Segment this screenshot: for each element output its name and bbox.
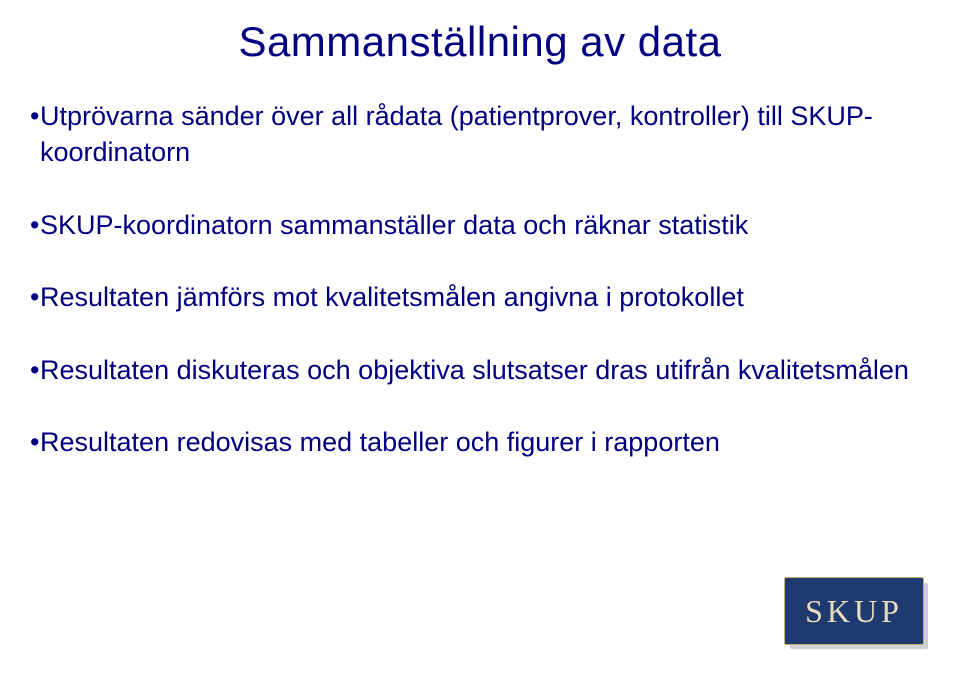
slide: Sammanställning av data Utprövarna sände…: [0, 0, 960, 677]
list-item: Resultaten redovisas med tabeller och fi…: [30, 424, 920, 460]
skup-logo: SKUP: [784, 577, 924, 647]
logo-text: SKUP: [805, 593, 903, 630]
logo-panel: SKUP: [784, 577, 924, 645]
list-item: Resultaten jämförs mot kvalitetsmålen an…: [30, 279, 920, 315]
slide-title: Sammanställning av data: [0, 18, 960, 66]
bullet-list: Utprövarna sänder över all rådata (patie…: [30, 98, 920, 497]
list-item: Resultaten diskuteras och objektiva slut…: [30, 352, 920, 388]
list-item: SKUP-koordinatorn sammanställer data och…: [30, 207, 920, 243]
list-item: Utprövarna sänder över all rådata (patie…: [30, 98, 920, 171]
